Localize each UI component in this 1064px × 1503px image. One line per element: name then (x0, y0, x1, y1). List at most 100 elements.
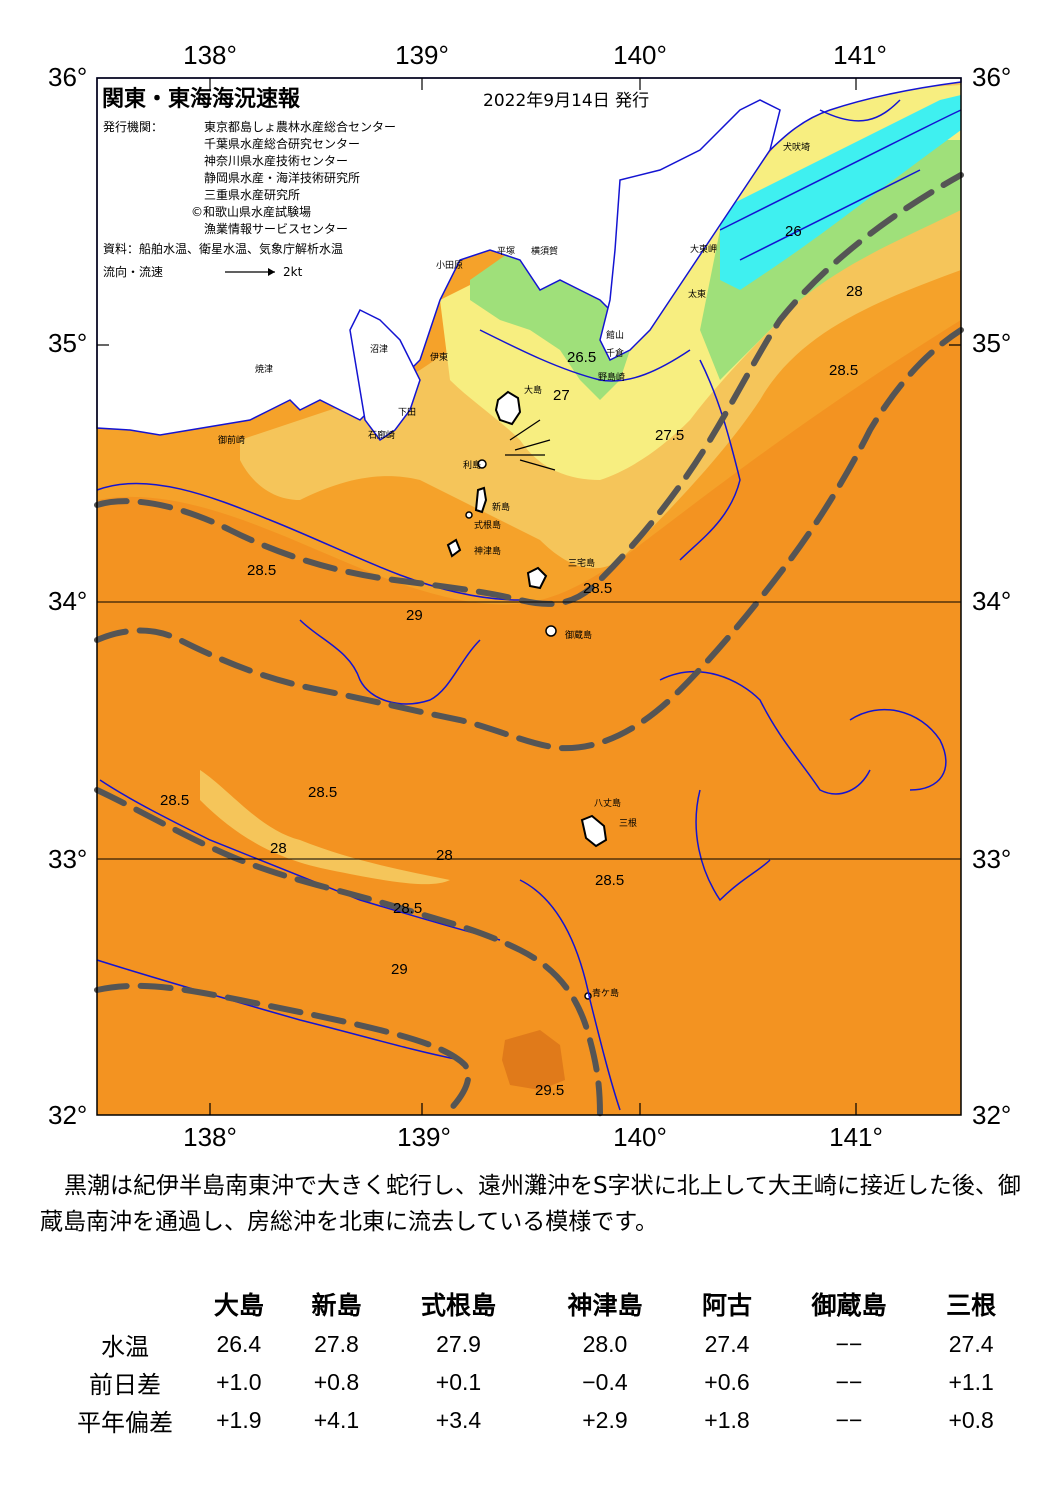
iso-label: 28.5 (308, 784, 337, 801)
place-label: 焼津 (255, 364, 273, 375)
table-cell: +4.1 (313, 1406, 360, 1433)
legend-arrowhead (268, 268, 275, 276)
column-header: 三根 (946, 1291, 997, 1320)
column-header: 大島 (213, 1291, 264, 1320)
tick-marks (97, 78, 961, 1115)
island-toshima (477, 459, 487, 469)
table-cell: +1.9 (216, 1406, 262, 1433)
place-label: 御蔵島 (565, 629, 592, 641)
pale-water-band (200, 770, 450, 885)
lat-label-left-36: 36° (48, 62, 87, 92)
lon-label-bottom-139: 139° (397, 1122, 451, 1152)
table-cell: +0.8 (313, 1368, 360, 1395)
table-cell: +0.1 (435, 1368, 482, 1395)
iso-label: 27 (553, 387, 570, 404)
lat-label-left-34: 34° (48, 586, 87, 616)
place-label: 八丈島 (594, 797, 621, 809)
column-header: 阿古 (702, 1291, 753, 1320)
row-header: 前日差 (89, 1370, 161, 1399)
place-label: 平塚 (497, 246, 515, 257)
isotherm-value-labels: 28.5 28.5 28.5 28.5 28.5 28.5 28.5 28 28… (160, 223, 863, 1099)
iso-label: 26 (785, 223, 802, 240)
place-label: 御前崎 (218, 434, 245, 446)
lon-label-top-141: 141° (833, 40, 887, 70)
iso-label: 28.5 (393, 900, 422, 917)
place-label: 横須賀 (531, 245, 558, 257)
place-label: 新島 (492, 501, 510, 513)
place-label: 野島崎 (598, 371, 625, 383)
lat-label-right-35: 35° (972, 328, 1011, 358)
table-cell: +0.8 (948, 1406, 994, 1433)
place-label: 太東 (688, 288, 706, 300)
lon-label-bottom-140: 140° (613, 1122, 667, 1152)
table-cell: 27.9 (436, 1330, 481, 1357)
table-cell: +1.1 (948, 1368, 994, 1395)
issuer-3: 神奈川県水産技術センター (204, 153, 348, 168)
place-label: 館山 (606, 329, 624, 341)
kuroshio-axis (94, 172, 964, 1118)
place-label: 三根 (619, 817, 637, 829)
lat-label-left-35: 35° (48, 328, 87, 358)
place-label: 小田原 (436, 260, 463, 271)
table-row: 前日差 +1.0 +0.8 +0.1 −0.4 +0.6 −− +1.1 (60, 1363, 1020, 1401)
iso-label: 29 (406, 607, 423, 624)
lon-label-top-139: 139° (395, 40, 449, 70)
table-cell: 27.8 (314, 1330, 359, 1357)
table-cell: −− (835, 1406, 863, 1433)
lon-label-top-138: 138° (183, 40, 237, 70)
place-label: 沼津 (370, 344, 388, 355)
lat-label-left-33: 33° (48, 844, 87, 874)
lat-label-right-33: 33° (972, 844, 1011, 874)
iso-label: 29.5 (535, 1082, 564, 1099)
land-boso (599, 99, 781, 362)
issuer-2: 千葉県水産総合研究センター (204, 136, 360, 151)
place-label: 石廊崎 (368, 429, 395, 441)
table-cell: −− (835, 1368, 863, 1395)
table-cell: +1.0 (216, 1368, 262, 1395)
island-niijima (474, 486, 488, 514)
issuer-5: 三重県水産研究所 (204, 187, 300, 202)
column-header: 御蔵島 (811, 1291, 887, 1320)
cold-water-zone (720, 95, 961, 290)
row-header: 平年偏差 (77, 1408, 173, 1437)
table-cell: +2.9 (582, 1406, 628, 1433)
island-miyakejima (526, 566, 548, 590)
place-label: 大東岬 (690, 243, 717, 255)
data-source: 資料：船舶水温、衛星水温、気象庁解析水温 (103, 241, 343, 256)
flow-arrows (505, 419, 556, 471)
warm-water-zone (97, 320, 961, 1115)
lon-label-bottom-138: 138° (183, 1122, 237, 1152)
island-hachijojima (580, 814, 608, 848)
place-label: 下田 (398, 407, 416, 418)
table-header-row: 大島 新島 式根島 神津島 阿古 御蔵島 三根 (60, 1283, 1020, 1325)
table-row: 平年偏差 +1.9 +4.1 +3.4 +2.9 +1.8 −− +0.8 (60, 1401, 1020, 1439)
graticule (97, 601, 961, 860)
place-label: 千倉 (606, 347, 624, 359)
island-shikinejima (465, 511, 473, 519)
lat-label-left-32: 32° (48, 1100, 87, 1130)
table-cell: −0.4 (582, 1368, 628, 1395)
table-cell: 26.4 (216, 1330, 262, 1357)
column-header: 新島 (311, 1291, 362, 1320)
issuer-1: 東京都島しょ農林水産総合センター (204, 119, 396, 134)
sea-temperature-map: 138° 139° 140° 141° 138° 139° 140° 141° … (48, 40, 1011, 1152)
iso-label: 28.5 (595, 872, 624, 889)
kuroshio-summary-text: 黒潮は紀伊半島南東沖で大きく蛇行し、遠州灘沖をS字状に北上して大王崎に接近した後… (40, 1173, 1021, 1235)
table-row: 水温 26.4 27.8 27.9 28.0 27.4 −− 27.4 (60, 1325, 1020, 1363)
legend-scale: 2kt (283, 265, 303, 279)
iso-label: 28 (270, 840, 287, 857)
table-cell: +1.8 (704, 1406, 750, 1433)
lat-label-right-32: 32° (972, 1100, 1011, 1130)
hot-water-patch (502, 1030, 565, 1090)
lat-label-right-34: 34° (972, 586, 1011, 616)
place-label: 伊東 (430, 351, 448, 363)
place-label: 利島 (463, 459, 481, 471)
table-cell: 27.4 (704, 1330, 750, 1357)
table-corner (60, 1283, 190, 1325)
issuer-6: ©和歌山県水産試験場 (191, 204, 311, 219)
table-cell: +0.6 (704, 1368, 750, 1395)
issuer-label: 発行機関： (103, 119, 163, 134)
issue-date: 2022年9月14日 発行 (483, 91, 649, 111)
map-frame (96, 77, 962, 1116)
place-label: 三宅島 (568, 557, 595, 569)
